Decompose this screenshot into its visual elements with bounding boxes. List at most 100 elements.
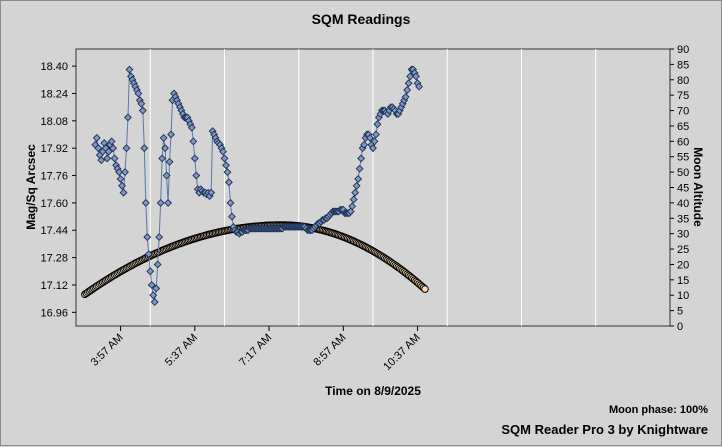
sqm-point	[164, 198, 173, 207]
y2-tick-label: 10	[677, 290, 689, 302]
y-axis-label: Mag/Sq Arcsec	[24, 144, 38, 230]
sqm-point	[403, 86, 412, 94]
sqm-point	[156, 198, 165, 207]
sqm-point	[107, 137, 116, 146]
left-y-axis: 17.12 17.28 17.44 17.60 17.76 17.92 18.08 18.24…	[40, 61, 76, 319]
y2-tick-label: 20	[677, 259, 689, 271]
sqm-point	[404, 79, 413, 88]
sqm-point	[121, 168, 129, 177]
sqm-point	[143, 233, 152, 242]
sqm-point	[401, 92, 410, 101]
sqm-point	[366, 133, 374, 142]
sqm-point	[138, 106, 147, 115]
x-tick-label: 3:57 AM	[89, 332, 126, 369]
y2-tick-label: 50	[677, 167, 689, 179]
y-tick-label: 17.44	[40, 225, 68, 237]
sqm-point	[97, 156, 106, 165]
sqm-point	[159, 133, 168, 142]
y2-tick-label: 70	[677, 106, 689, 118]
y2-tick-label: 85	[677, 59, 689, 71]
y-tick-label: 18.40	[40, 61, 68, 73]
y-tick-label: 18.08	[40, 116, 68, 128]
sqm-point	[355, 164, 364, 173]
sqm-point	[190, 154, 199, 163]
sqm-point	[227, 212, 236, 221]
sqm-point	[189, 137, 198, 146]
sqm-point	[192, 171, 201, 180]
sqm-point	[149, 291, 158, 300]
sqm-point	[167, 130, 175, 139]
y2-tick-label: 40	[677, 198, 689, 210]
sqm-point	[122, 144, 131, 153]
sqm-point	[415, 82, 423, 91]
sqm-point	[349, 195, 358, 204]
sqm-point	[92, 133, 101, 142]
sqm-point	[346, 207, 355, 216]
sqm-point	[165, 157, 174, 166]
sqm-point	[140, 144, 149, 153]
sqm-point	[158, 154, 167, 163]
y2-tick-label: 80	[677, 75, 689, 87]
sqm-point	[144, 250, 153, 259]
sqm-point	[109, 144, 118, 153]
sqm-point	[412, 72, 421, 81]
sqm-point	[222, 161, 230, 170]
y2-tick-label: 25	[677, 244, 689, 256]
sqm-point	[137, 99, 146, 108]
sqm-point	[354, 175, 363, 183]
sqm-point	[153, 260, 162, 269]
y-tick-label: 17.76	[40, 171, 68, 183]
sqm-point	[369, 144, 377, 153]
y2-tick-label: 0	[677, 321, 683, 333]
y2-tick-label: 5	[677, 306, 683, 318]
sqm-point	[225, 178, 233, 187]
x-tick-label: 7:17 AM	[237, 332, 274, 369]
x-tick-label: 8:57 AM	[311, 332, 348, 369]
grid-lines	[149, 49, 597, 326]
y-tick-label: 17.92	[40, 143, 68, 155]
sqm-point	[118, 181, 126, 190]
sqm-point	[357, 154, 366, 163]
sqm-series	[91, 65, 423, 306]
right-y-axis: 0 5 10 15 20 25 30 35 40 45 50 55 60 65 70 75 80 85 90	[670, 44, 689, 333]
sqm-point	[147, 281, 156, 289]
x-tick-label: 5:37 AM	[163, 332, 200, 369]
sqm-point	[141, 198, 150, 207]
sqm-point	[152, 284, 161, 293]
y-tick-label: 18.24	[40, 88, 68, 100]
sqm-point	[115, 168, 124, 177]
x-axis: 3:57 AM 5:37 AM 7:17 AM 8:57 AM 10:37 AM	[89, 326, 423, 373]
y2-tick-label: 45	[677, 183, 689, 195]
sqm-point	[124, 113, 132, 122]
sqm-point	[146, 267, 155, 276]
y2-tick-label: 55	[677, 152, 689, 164]
sqm-point	[372, 130, 380, 139]
sqm-point	[223, 168, 232, 177]
y2-tick-label: 15	[677, 275, 689, 287]
sqm-point	[150, 298, 159, 306]
y-tick-label: 16.96	[40, 307, 68, 319]
sqm-point	[161, 144, 170, 153]
x-axis-label: Time on 8/9/2025	[325, 384, 421, 398]
sqm-point	[373, 120, 382, 129]
y2-axis-label: Moon Altitude	[691, 147, 705, 227]
sqm-point	[351, 188, 360, 197]
sqm-point	[360, 140, 369, 149]
sqm-point	[125, 65, 134, 74]
sqm-point	[119, 188, 128, 197]
sqm-point	[94, 144, 103, 153]
y2-tick-label: 90	[677, 44, 689, 56]
sqm-point	[162, 171, 171, 180]
footer-label: SQM Reader Pro 3 by Knightware	[501, 422, 708, 437]
sqm-point	[370, 137, 379, 146]
sqm-point	[219, 147, 227, 156]
sqm-point	[352, 181, 361, 190]
y2-tick-label: 65	[677, 121, 689, 133]
sqm-point	[220, 154, 229, 163]
y-tick-label: 17.28	[40, 253, 68, 265]
sqm-point	[207, 188, 216, 197]
y2-tick-label: 35	[677, 213, 689, 225]
y-tick-label: 17.12	[40, 280, 68, 292]
